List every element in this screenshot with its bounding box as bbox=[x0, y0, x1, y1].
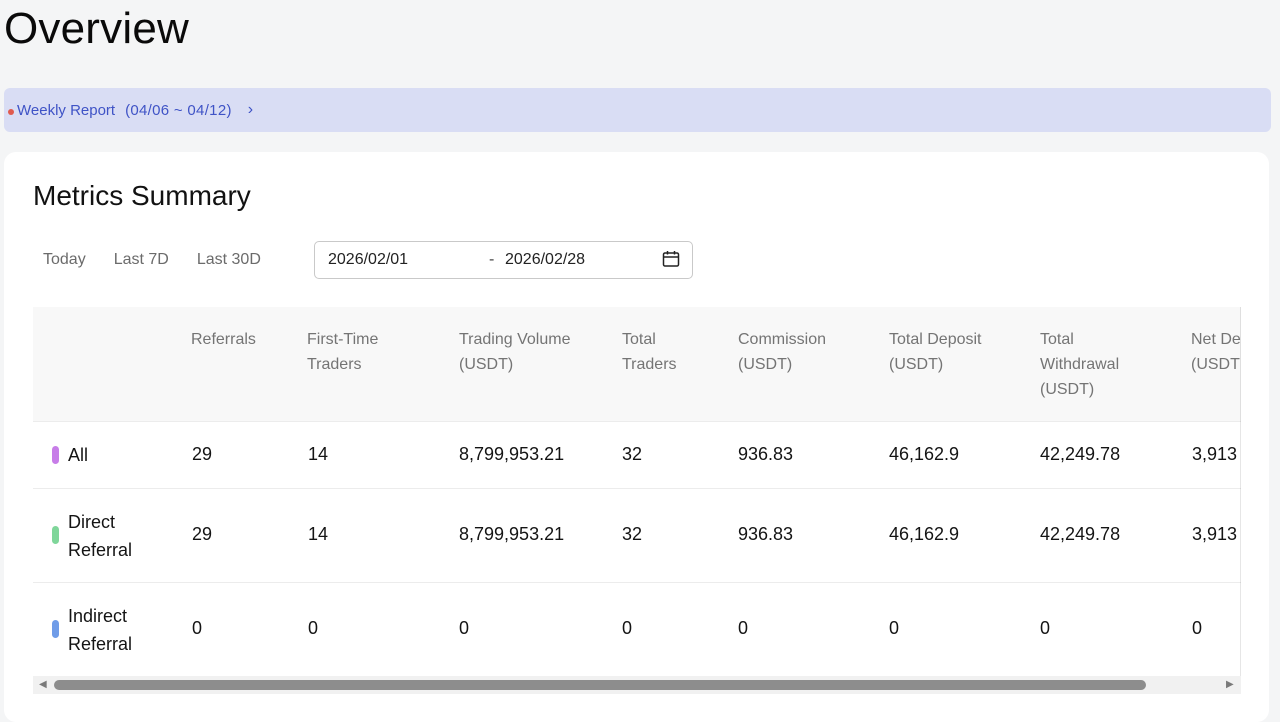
cell-trading-volume: 0 bbox=[459, 618, 470, 638]
row-label: Direct Referral bbox=[68, 512, 133, 560]
calendar-icon[interactable] bbox=[661, 249, 681, 269]
col-total-withdrawal: Total Withdrawal (USDT) bbox=[1040, 331, 1120, 398]
metrics-summary-title: Metrics Summary bbox=[33, 180, 251, 211]
series-color-marker bbox=[52, 620, 59, 638]
range-tabs: Today Last 7D Last 30D bbox=[43, 251, 289, 269]
cell-total-traders: 0 bbox=[622, 618, 633, 638]
cell-trading-volume: 8,799,953.21 bbox=[459, 524, 565, 544]
weekly-report-banner[interactable]: Weekly Report (04/06 ~ 04/12) › bbox=[4, 88, 1271, 132]
cell-total-withdrawal: 0 bbox=[1040, 618, 1051, 638]
table-row: Indirect Referral 0 0 0 0 0 0 0 0 bbox=[33, 583, 1241, 677]
col-total-deposit: Total Deposit (USDT) bbox=[889, 331, 982, 373]
row-label: Indirect Referral bbox=[68, 606, 133, 654]
weekly-report-range: (04/06 ~ 04/12) bbox=[125, 101, 232, 119]
tab-last-7d[interactable]: Last 7D bbox=[113, 251, 169, 268]
cell-total-withdrawal: 42,249.78 bbox=[1040, 524, 1121, 544]
series-color-marker bbox=[52, 526, 59, 544]
metrics-table[interactable]: Referrals First-Time Traders Trading Vol… bbox=[33, 307, 1241, 677]
row-label: All bbox=[68, 445, 89, 465]
cell-net-deposit: 3,913 bbox=[1192, 524, 1238, 544]
unread-dot-icon bbox=[8, 109, 14, 115]
col-trading-volume: Trading Volume (USDT) bbox=[459, 331, 571, 373]
cell-first-time-traders: 14 bbox=[308, 444, 329, 464]
cell-referrals: 29 bbox=[192, 524, 213, 544]
table-row: All 29 14 8,799,953.21 32 936.83 46,162.… bbox=[33, 422, 1241, 489]
series-color-marker bbox=[52, 446, 59, 464]
tab-last-30d[interactable]: Last 30D bbox=[196, 251, 261, 268]
col-net-deposit: Net De (USDT bbox=[1191, 331, 1241, 373]
cell-total-deposit: 0 bbox=[889, 618, 900, 638]
table-header: Referrals First-Time Traders Trading Vol… bbox=[33, 307, 1241, 422]
date-range-picker[interactable]: 2026/02/01 - 2026/02/28 bbox=[314, 241, 693, 279]
cell-trading-volume: 8,799,953.21 bbox=[459, 444, 565, 464]
horizontal-scrollbar[interactable]: ◀ ▶ bbox=[33, 676, 1241, 694]
start-date[interactable]: 2026/02/01 bbox=[328, 251, 409, 268]
cell-net-deposit: 0 bbox=[1192, 618, 1203, 638]
page-title: Overview bbox=[4, 4, 189, 53]
date-separator: - bbox=[489, 251, 495, 268]
table-row: Direct Referral 29 14 8,799,953.21 32 93… bbox=[33, 489, 1241, 583]
cell-first-time-traders: 0 bbox=[308, 618, 319, 638]
end-date[interactable]: 2026/02/28 bbox=[505, 251, 586, 268]
col-total-traders: Total Traders bbox=[622, 331, 677, 373]
cell-net-deposit: 3,913 bbox=[1192, 444, 1238, 464]
cell-commission: 936.83 bbox=[738, 444, 794, 464]
scroll-right-arrow-icon[interactable]: ▶ bbox=[1226, 679, 1234, 690]
col-referrals: Referrals bbox=[191, 331, 256, 348]
scroll-shadow bbox=[1240, 307, 1241, 677]
weekly-report-label: Weekly Report bbox=[17, 101, 116, 119]
cell-commission: 0 bbox=[738, 618, 749, 638]
cell-referrals: 0 bbox=[192, 618, 203, 638]
chevron-right-icon: › bbox=[247, 101, 254, 118]
col-commission: Commission (USDT) bbox=[738, 331, 827, 373]
col-first-time-traders: First-Time Traders bbox=[307, 331, 379, 373]
cell-total-traders: 32 bbox=[622, 444, 643, 464]
cell-total-traders: 32 bbox=[622, 524, 643, 544]
scroll-left-arrow-icon[interactable]: ◀ bbox=[39, 679, 47, 690]
scrollbar-thumb[interactable] bbox=[54, 680, 1146, 690]
cell-total-withdrawal: 42,249.78 bbox=[1040, 444, 1121, 464]
cell-commission: 936.83 bbox=[738, 524, 794, 544]
cell-first-time-traders: 14 bbox=[308, 524, 329, 544]
cell-referrals: 29 bbox=[192, 444, 213, 464]
cell-total-deposit: 46,162.9 bbox=[889, 444, 960, 464]
cell-total-deposit: 46,162.9 bbox=[889, 524, 960, 544]
metrics-summary-card: Metrics Summary Today Last 7D Last 30D 2… bbox=[4, 152, 1269, 722]
tab-today[interactable]: Today bbox=[43, 251, 86, 268]
